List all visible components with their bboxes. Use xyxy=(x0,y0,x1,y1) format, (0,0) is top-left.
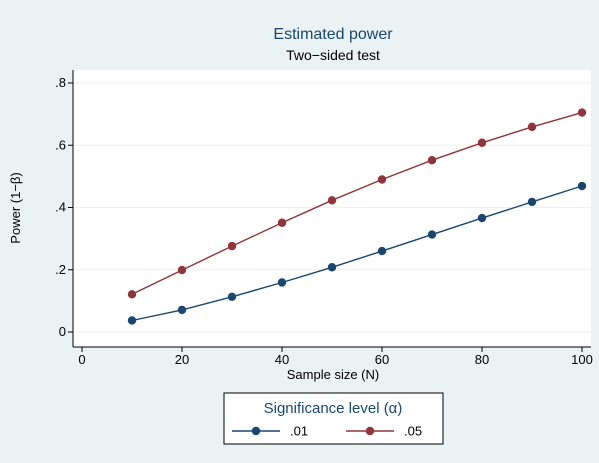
data-point xyxy=(277,218,287,227)
chart-subtitle: Two−sided test xyxy=(286,47,380,63)
chart-title: Estimated power xyxy=(273,26,393,43)
y-tick-label: .2 xyxy=(55,262,66,277)
data-point xyxy=(127,290,137,299)
data-point xyxy=(427,230,437,239)
data-point xyxy=(277,278,287,287)
plot-region xyxy=(73,70,591,347)
data-point xyxy=(227,241,237,251)
y-tick-label: 0 xyxy=(59,324,66,339)
data-point xyxy=(327,263,337,272)
axes: 0 .2 .4 .6 .8 0 20 40 60 80 100 xyxy=(55,70,593,367)
data-point xyxy=(127,316,137,325)
x-tick-label: 40 xyxy=(275,352,289,367)
legend-marker xyxy=(251,426,261,436)
y-tick-label: .8 xyxy=(55,75,66,90)
series-layer xyxy=(127,108,587,325)
legend-marker xyxy=(365,426,375,436)
data-point xyxy=(327,196,337,205)
x-tick-label: 0 xyxy=(78,352,85,367)
data-point xyxy=(577,108,587,117)
data-point xyxy=(227,292,237,302)
data-point xyxy=(477,138,487,147)
legend-label: .05 xyxy=(404,424,422,439)
data-point xyxy=(527,122,537,132)
legend-label: .01 xyxy=(290,424,308,439)
x-axis-label: Sample size (N) xyxy=(287,367,379,382)
y-axis-label: Power (1−β) xyxy=(8,172,23,243)
legend-box xyxy=(223,392,444,445)
data-point xyxy=(177,305,187,315)
data-point xyxy=(527,197,537,207)
data-point xyxy=(577,181,587,191)
data-point xyxy=(377,246,387,256)
y-tick-label: .6 xyxy=(55,137,66,152)
legend: Significance level (α) .01 .05 xyxy=(223,392,444,445)
data-point xyxy=(477,213,487,223)
data-point xyxy=(177,265,187,275)
legend-title: Significance level (α) xyxy=(264,400,403,417)
series-line-0 xyxy=(131,185,583,322)
series-line-1 xyxy=(131,111,583,295)
y-tick-label: .4 xyxy=(55,200,66,215)
x-tick-label: 60 xyxy=(375,352,389,367)
x-tick-label: 20 xyxy=(175,352,189,367)
x-tick-label: 100 xyxy=(571,352,593,367)
legend-items: .01 .05 xyxy=(232,424,422,439)
x-tick-label: 80 xyxy=(475,352,489,367)
data-point xyxy=(427,155,437,165)
data-point xyxy=(377,175,387,184)
